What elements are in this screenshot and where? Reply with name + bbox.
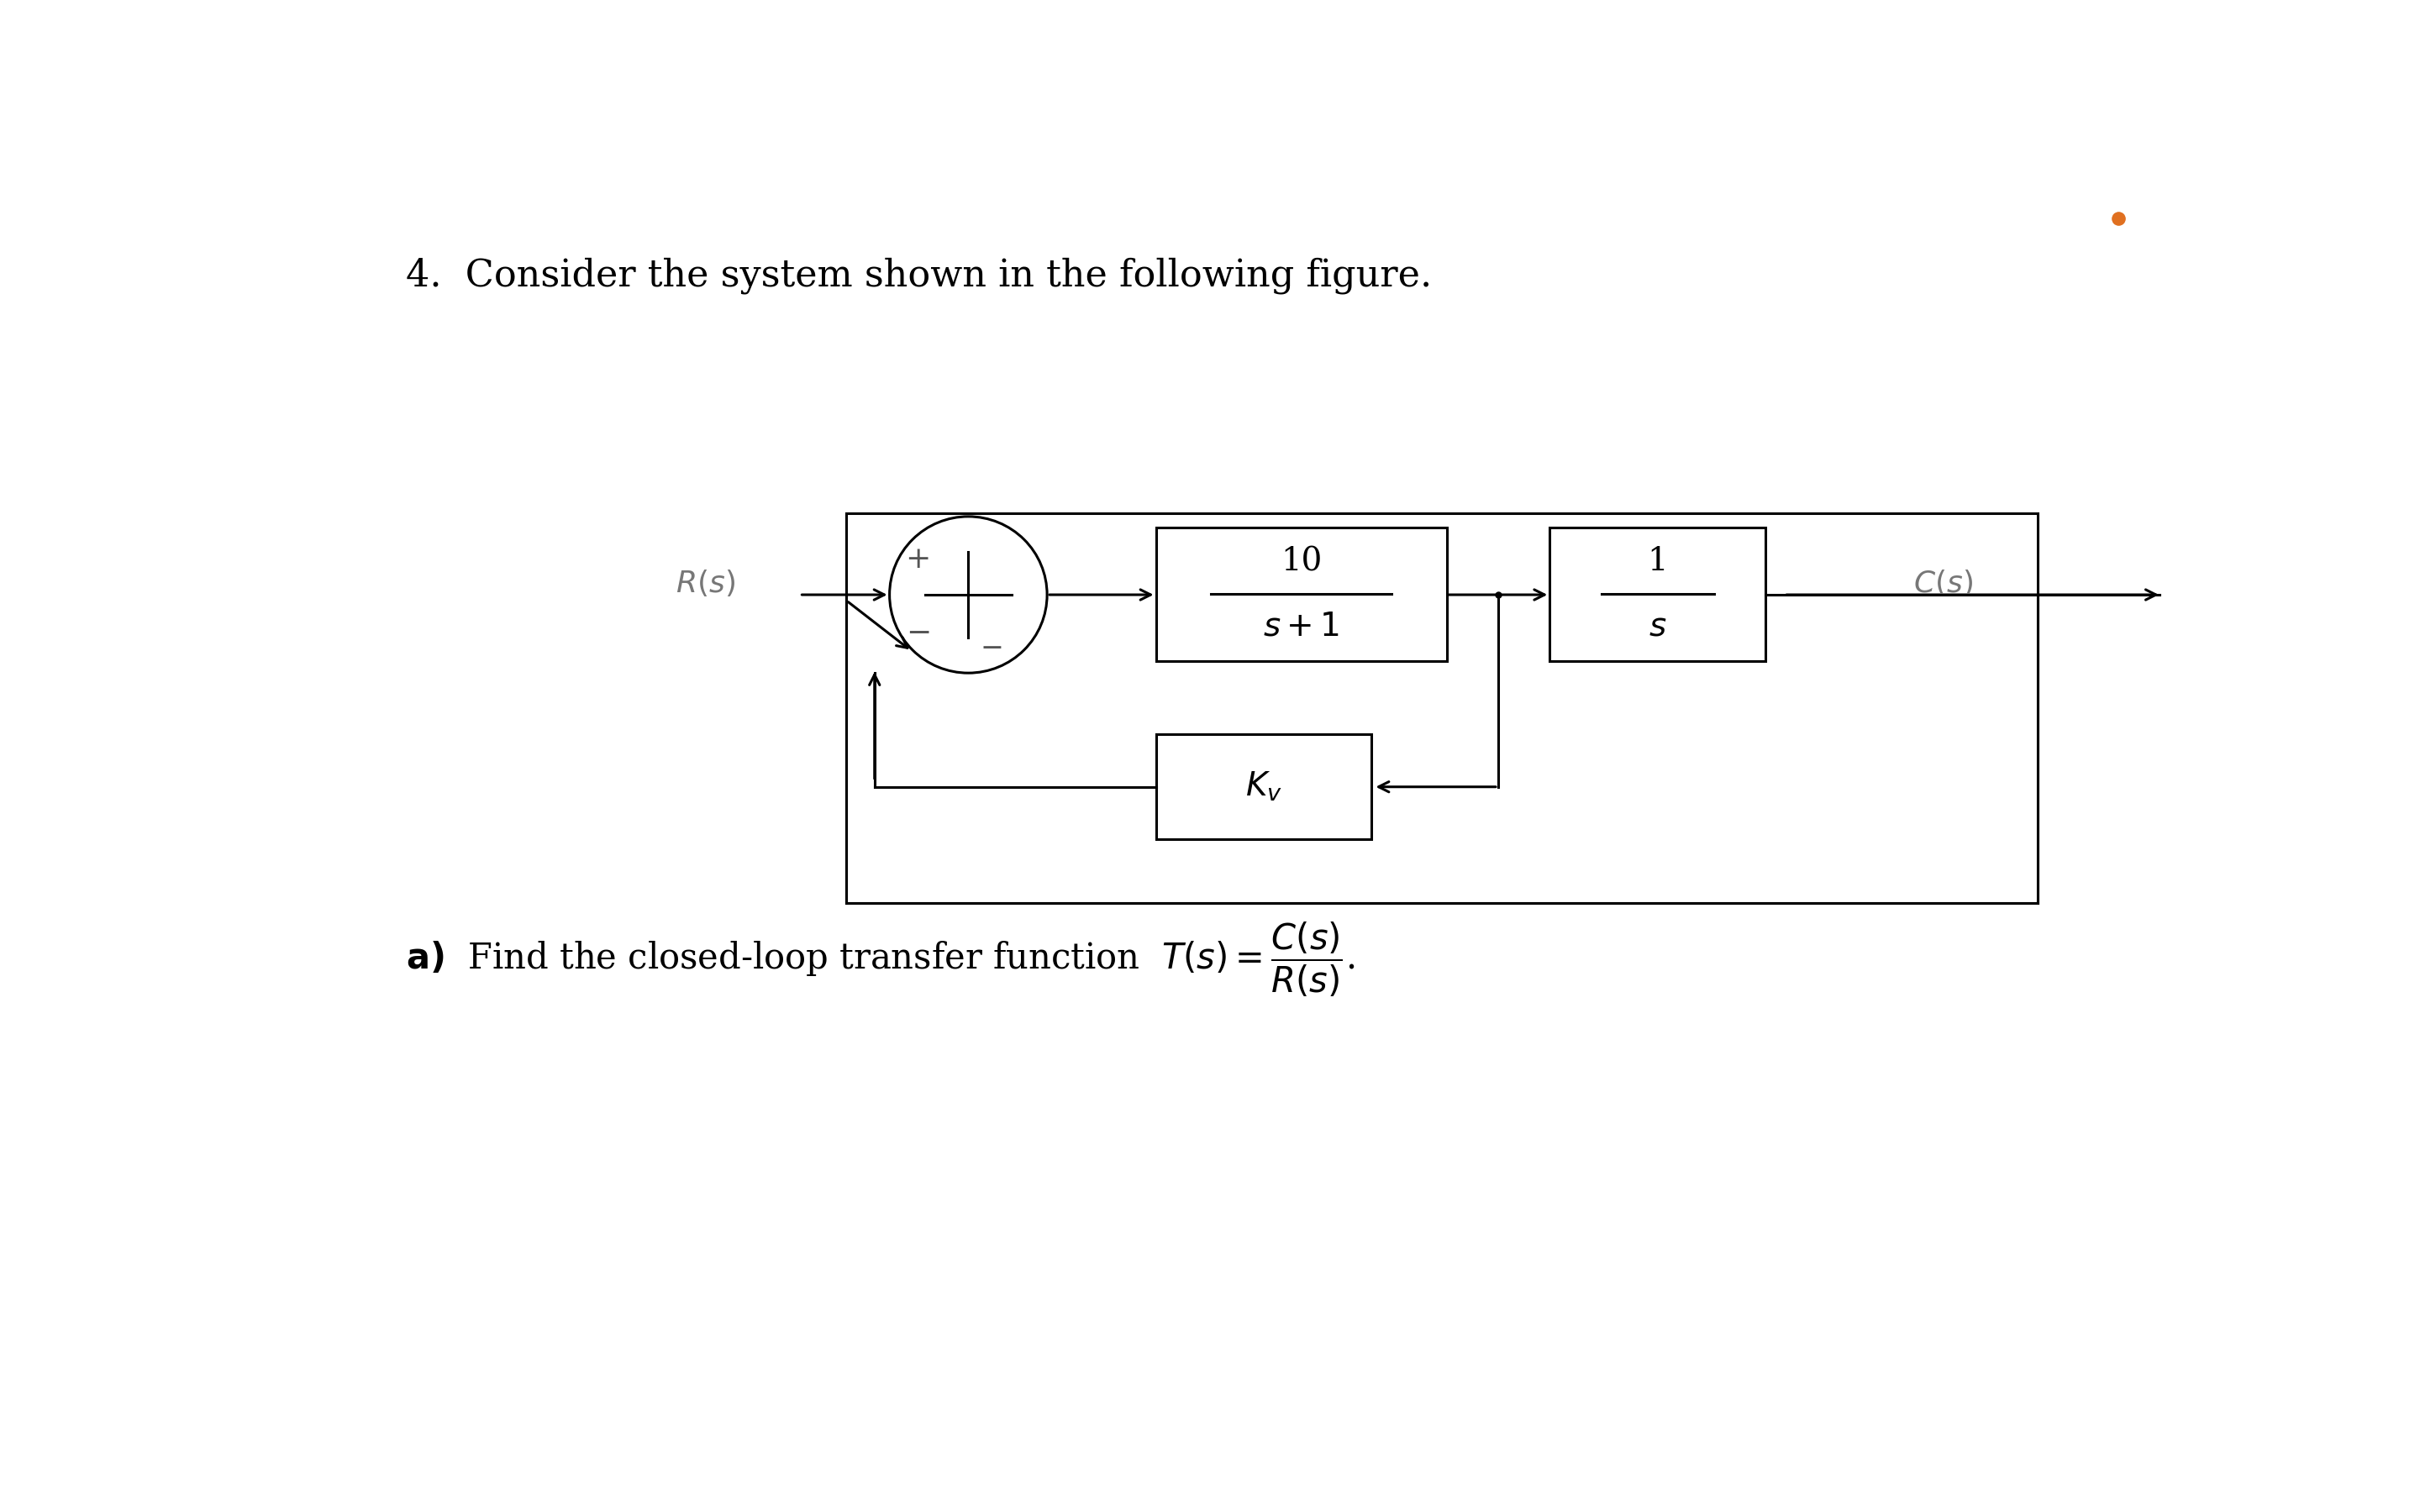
Text: $\mathbf{a)}$  Find the closed-loop transfer function  $T(s) = \dfrac{C(s)}{R(s): $\mathbf{a)}$ Find the closed-loop trans… bbox=[407, 921, 1355, 999]
Text: $s+1$: $s+1$ bbox=[1263, 611, 1341, 643]
FancyBboxPatch shape bbox=[1157, 735, 1372, 839]
Text: $s$: $s$ bbox=[1648, 611, 1667, 643]
Text: $K_v$: $K_v$ bbox=[1246, 770, 1283, 803]
FancyBboxPatch shape bbox=[1157, 528, 1447, 661]
Point bbox=[2098, 207, 2137, 231]
Text: +: + bbox=[905, 546, 929, 575]
Text: $R(s)$: $R(s)$ bbox=[675, 569, 736, 599]
FancyBboxPatch shape bbox=[1549, 528, 1767, 661]
Text: $-$: $-$ bbox=[980, 634, 1002, 661]
Text: 4.  Consider the system shown in the following figure.: 4. Consider the system shown in the foll… bbox=[407, 257, 1433, 293]
Text: $-$: $-$ bbox=[905, 618, 929, 646]
Text: $C(s)$: $C(s)$ bbox=[1914, 569, 1972, 599]
Text: 1: 1 bbox=[1648, 546, 1667, 578]
Text: 10: 10 bbox=[1280, 546, 1321, 578]
